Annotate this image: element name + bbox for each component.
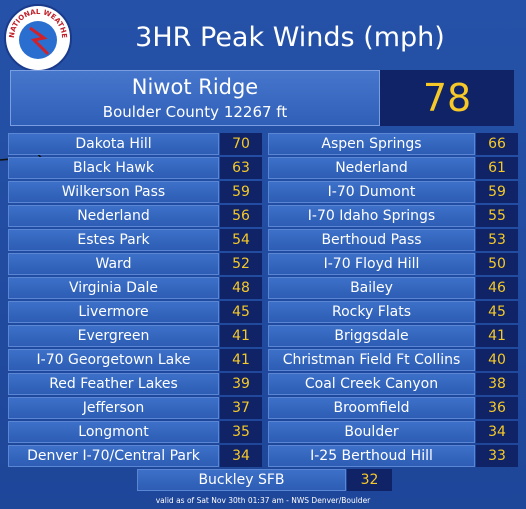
station-name: Livermore xyxy=(8,301,219,323)
station-name: Virginia Dale xyxy=(8,277,219,299)
title: 3HR Peak Winds (mph) xyxy=(135,22,445,53)
station-value: 53 xyxy=(476,229,518,251)
station-value: 38 xyxy=(476,373,518,395)
logo-bolt xyxy=(29,26,50,56)
featured-detail: Boulder County 12267 ft xyxy=(102,103,288,121)
station-name: Wilkerson Pass xyxy=(8,181,219,203)
station-name: Briggsdale xyxy=(268,325,475,347)
station-name: Ward xyxy=(8,253,219,275)
station-value: 56 xyxy=(220,205,262,227)
station-name: Evergreen xyxy=(8,325,219,347)
featured-name: Niwot Ridge xyxy=(131,75,259,99)
station-value: 48 xyxy=(220,277,262,299)
station-value: 40 xyxy=(476,349,518,371)
station-name: Bailey xyxy=(268,277,475,299)
station-value: 61 xyxy=(476,157,518,179)
station-value: 50 xyxy=(476,253,518,275)
featured-value: 78 xyxy=(380,70,514,126)
station-name: Coal Creek Canyon xyxy=(268,373,475,395)
station-name: Black Hawk xyxy=(8,157,219,179)
station-value: 33 xyxy=(476,445,518,467)
station-value: 45 xyxy=(220,301,262,323)
station-name: I-70 Idaho Springs xyxy=(268,205,475,227)
station-name: I-25 Berthoud Hill xyxy=(268,445,475,467)
station-name: Estes Park xyxy=(8,229,219,251)
station-name: Denver I-70/Central Park xyxy=(8,445,219,467)
station-name: Longmont xyxy=(8,421,219,443)
station-name: I-70 Georgetown Lake xyxy=(8,349,219,371)
station-value: 41 xyxy=(220,349,262,371)
station-name: I-70 Floyd Hill xyxy=(268,253,475,275)
station-value: 41 xyxy=(476,325,518,347)
station-value: 46 xyxy=(476,277,518,299)
station-name: I-70 Dumont xyxy=(268,181,475,203)
station-name: Buckley SFB xyxy=(137,469,346,491)
station-name: Christman Field Ft Collins xyxy=(268,349,475,371)
station-value: 55 xyxy=(476,205,518,227)
station-value: 32 xyxy=(347,469,392,491)
station-value: 34 xyxy=(220,445,262,467)
station-value: 59 xyxy=(220,181,262,203)
station-value: 37 xyxy=(220,397,262,419)
footnote: valid as of Sat Nov 30th 01:37 am - NWS … xyxy=(155,496,371,505)
station-value: 45 xyxy=(476,301,518,323)
station-value: 52 xyxy=(220,253,262,275)
station-value: 59 xyxy=(476,181,518,203)
station-value: 63 xyxy=(220,157,262,179)
station-name: Nederland xyxy=(268,157,475,179)
station-name: Boulder xyxy=(268,421,475,443)
station-value: 41 xyxy=(220,325,262,347)
station-name: Berthoud Pass xyxy=(268,229,475,251)
station-name: Broomfield xyxy=(268,397,475,419)
station-value: 54 xyxy=(220,229,262,251)
station-name: Rocky Flats xyxy=(268,301,475,323)
station-name: Dakota Hill xyxy=(8,133,219,155)
station-name: Aspen Springs xyxy=(268,133,475,155)
station-value: 36 xyxy=(476,397,518,419)
station-value: 70 xyxy=(220,133,262,155)
station-name: Red Feather Lakes xyxy=(8,373,219,395)
station-value: 66 xyxy=(476,133,518,155)
featured-box: Niwot Ridge Boulder County 12267 ft xyxy=(10,70,380,126)
station-value: 35 xyxy=(220,421,262,443)
station-value: 39 xyxy=(220,373,262,395)
station-name: Jefferson xyxy=(8,397,219,419)
station-value: 34 xyxy=(476,421,518,443)
station-name: Nederland xyxy=(8,205,219,227)
